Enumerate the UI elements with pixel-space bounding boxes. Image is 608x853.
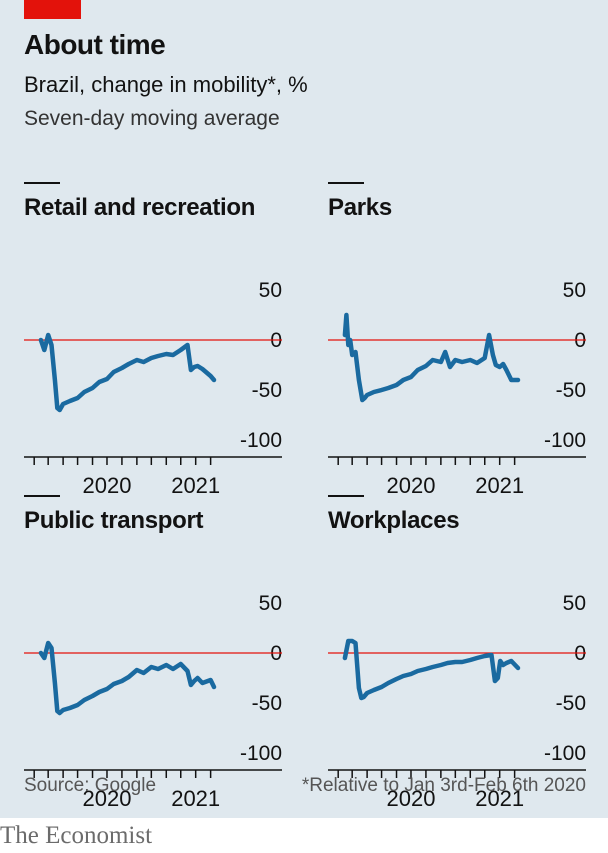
y-tick-label: 50 <box>563 279 586 302</box>
chart-public-transport: Public transport 50 0 -50 -100 2020 2021 <box>24 495 304 811</box>
y-tick-label: -50 <box>252 379 282 402</box>
series-line <box>342 638 521 701</box>
brand-red-tag <box>24 0 81 19</box>
chart-title-rule <box>24 495 60 497</box>
chart-title: Workplaces <box>328 507 460 534</box>
page-title: About time <box>24 29 166 60</box>
y-tick-label: -50 <box>252 692 282 715</box>
page-note: Seven-day moving average <box>24 107 280 130</box>
y-tick-label: -50 <box>556 692 586 715</box>
x-tick-label: 2020 <box>83 786 132 811</box>
y-tick-label: 50 <box>563 592 586 615</box>
chart-title: Parks <box>328 194 392 221</box>
source-note: Source: Google <box>24 775 157 796</box>
y-tick-label: -50 <box>556 379 586 402</box>
chart-title-rule <box>328 495 364 497</box>
x-tick-label: 2020 <box>387 786 436 811</box>
y-tick-label: -100 <box>544 742 586 765</box>
series-line <box>342 312 521 403</box>
footnote: *Relative to Jan 3rd-Feb 6th 2020 <box>301 775 586 796</box>
y-tick-label: -100 <box>544 429 586 452</box>
chart-retail-and-recreation: Retail and recreation 50 0 -50 -100 2020 2021 <box>24 182 304 498</box>
x-tick-label: 2020 <box>387 473 436 498</box>
series-line <box>38 332 217 413</box>
chart-title-rule <box>24 182 60 184</box>
page-subtitle: Brazil, change in mobility*, % <box>24 72 308 97</box>
y-tick-label: 50 <box>259 592 282 615</box>
x-tick-label: 2021 <box>171 786 220 811</box>
x-tick-label: 2021 <box>475 473 524 498</box>
y-tick-label: -100 <box>240 429 282 452</box>
y-tick-label: 50 <box>259 279 282 302</box>
series-line <box>38 640 217 716</box>
chart-title: Retail and recreation <box>24 194 256 221</box>
chart-panel <box>0 0 608 818</box>
x-tick-label: 2021 <box>171 473 220 498</box>
chart-title-rule <box>328 182 364 184</box>
x-tick-label: 2020 <box>83 473 132 498</box>
y-tick-label: -100 <box>240 742 282 765</box>
chart-workplaces: Workplaces 50 0 -50 -100 2020 2021 <box>328 495 608 811</box>
chart-parks: Parks 50 0 -50 -100 2020 2021 <box>328 182 608 498</box>
x-tick-label: 2021 <box>475 786 524 811</box>
chart-title: Public transport <box>24 507 204 534</box>
brand-logo-text: The Economist <box>0 822 153 849</box>
